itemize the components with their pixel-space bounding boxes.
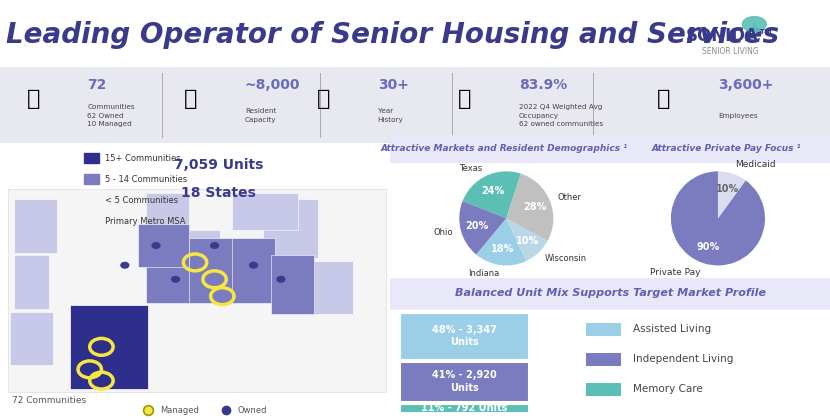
- Text: 📅: 📅: [317, 89, 330, 109]
- Wedge shape: [671, 171, 765, 265]
- Text: Texas: Texas: [460, 164, 483, 173]
- Text: Assisted Living: Assisted Living: [633, 324, 711, 334]
- FancyBboxPatch shape: [617, 135, 830, 163]
- Circle shape: [277, 276, 285, 282]
- Text: Memory Care: Memory Care: [633, 384, 703, 394]
- FancyBboxPatch shape: [383, 135, 626, 163]
- Text: 18 States: 18 States: [181, 186, 256, 200]
- Bar: [400, 404, 530, 412]
- FancyBboxPatch shape: [13, 255, 49, 309]
- Text: Year
History: Year History: [378, 108, 403, 123]
- Circle shape: [172, 276, 179, 282]
- Bar: [84, 174, 100, 184]
- Text: 30+: 30+: [378, 79, 408, 92]
- Text: 2022 Q4 Weighted Avg
Occupancy
62 owned communities: 2022 Q4 Weighted Avg Occupancy 62 owned …: [519, 104, 603, 127]
- FancyBboxPatch shape: [271, 255, 314, 315]
- Text: 24%: 24%: [481, 186, 505, 196]
- Text: 10%: 10%: [715, 184, 739, 194]
- Text: 👥: 👥: [657, 89, 671, 109]
- FancyBboxPatch shape: [13, 199, 56, 252]
- Text: Resident
Capacity: Resident Capacity: [245, 108, 276, 123]
- FancyBboxPatch shape: [10, 312, 52, 365]
- Text: Attractive Private Pay Focus ¹: Attractive Private Pay Focus ¹: [652, 144, 802, 153]
- Text: 15+ Communities: 15+ Communities: [105, 154, 181, 163]
- Text: 20%: 20%: [465, 221, 488, 231]
- Polygon shape: [742, 17, 766, 32]
- Bar: [84, 195, 100, 205]
- Text: Independent Living: Independent Living: [633, 354, 734, 364]
- Text: 72: 72: [87, 79, 106, 92]
- Text: Balanced Unit Mix Supports Target Market Profile: Balanced Unit Mix Supports Target Market…: [455, 288, 765, 298]
- Text: 11% - 792 Units: 11% - 792 Units: [422, 402, 508, 412]
- Text: ~8,000: ~8,000: [245, 79, 300, 92]
- Text: SONIDA™: SONIDA™: [686, 27, 775, 45]
- FancyBboxPatch shape: [310, 261, 353, 315]
- Bar: [7, 189, 386, 392]
- FancyBboxPatch shape: [383, 278, 830, 310]
- FancyBboxPatch shape: [71, 304, 149, 389]
- Text: 18%: 18%: [491, 244, 514, 254]
- Text: Medicaid: Medicaid: [735, 160, 776, 169]
- Text: Managed: Managed: [160, 406, 199, 415]
- Text: Other: Other: [558, 194, 582, 202]
- Text: Owned: Owned: [238, 406, 267, 415]
- Wedge shape: [476, 218, 526, 265]
- Text: Wisconsin: Wisconsin: [544, 255, 587, 263]
- Text: 💚: 💚: [184, 89, 198, 109]
- FancyBboxPatch shape: [232, 194, 299, 230]
- FancyBboxPatch shape: [232, 239, 275, 303]
- Text: 41% - 2,920
Units: 41% - 2,920 Units: [432, 370, 497, 393]
- Text: 90%: 90%: [697, 242, 720, 252]
- Wedge shape: [718, 171, 745, 218]
- Circle shape: [121, 262, 129, 268]
- FancyBboxPatch shape: [263, 199, 318, 258]
- Bar: [400, 362, 530, 402]
- Text: 48% - 3,347
Units: 48% - 3,347 Units: [432, 325, 497, 347]
- Bar: [84, 153, 100, 163]
- Text: 28%: 28%: [523, 202, 546, 212]
- Text: Primary Metro MSA: Primary Metro MSA: [105, 217, 186, 226]
- Text: 7,059 Units: 7,059 Units: [173, 158, 263, 172]
- Circle shape: [152, 243, 160, 248]
- Text: < 5 Communities: < 5 Communities: [105, 196, 178, 205]
- Text: 10%: 10%: [515, 236, 539, 246]
- Text: SENIOR LIVING: SENIOR LIVING: [702, 47, 759, 56]
- Text: Private Pay: Private Pay: [650, 268, 701, 277]
- Text: Employees: Employees: [718, 113, 758, 118]
- Text: Ohio: Ohio: [433, 228, 452, 237]
- Bar: [586, 353, 621, 366]
- Text: 🏠: 🏠: [27, 89, 40, 109]
- Text: Leading Operator of Senior Housing and Services: Leading Operator of Senior Housing and S…: [7, 21, 779, 49]
- Circle shape: [211, 243, 218, 248]
- FancyBboxPatch shape: [139, 224, 189, 267]
- Circle shape: [250, 262, 257, 268]
- FancyBboxPatch shape: [146, 194, 189, 230]
- FancyBboxPatch shape: [185, 239, 236, 303]
- Text: Communities
62 Owned
10 Managed: Communities 62 Owned 10 Managed: [87, 104, 134, 127]
- Text: 5 - 14 Communities: 5 - 14 Communities: [105, 175, 188, 184]
- Text: 3,600+: 3,600+: [718, 79, 774, 92]
- Wedge shape: [459, 201, 506, 255]
- Wedge shape: [506, 173, 554, 241]
- FancyBboxPatch shape: [146, 239, 189, 303]
- Bar: [400, 313, 530, 360]
- Text: 72 Communities: 72 Communities: [12, 396, 85, 405]
- Bar: [586, 383, 621, 396]
- Text: Indiana: Indiana: [468, 269, 500, 278]
- Wedge shape: [462, 171, 521, 218]
- FancyBboxPatch shape: [185, 230, 221, 267]
- Text: 83.9%: 83.9%: [519, 79, 567, 92]
- Wedge shape: [506, 218, 548, 261]
- Text: 📈: 📈: [458, 89, 471, 109]
- Bar: [586, 323, 621, 336]
- Text: Attractive Markets and Resident Demographics ¹: Attractive Markets and Resident Demograp…: [381, 144, 628, 153]
